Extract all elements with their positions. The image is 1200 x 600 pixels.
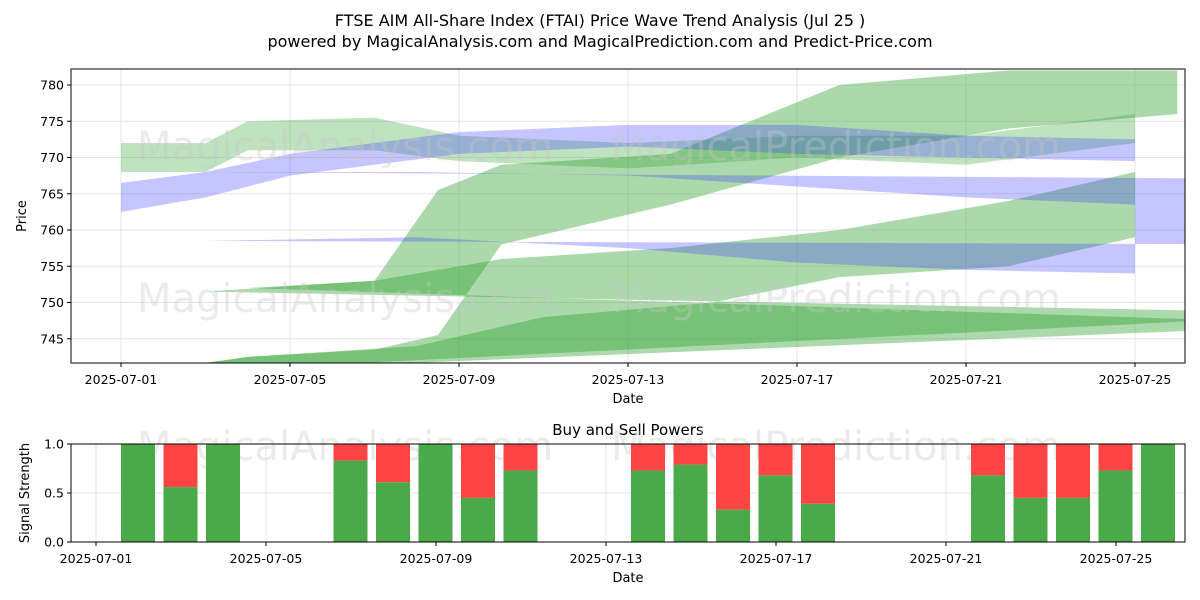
sell-power-bar xyxy=(758,444,793,476)
price-y-tick-label: 755 xyxy=(40,259,64,274)
price-x-tick-label: 2025-07-13 xyxy=(592,372,665,387)
buy-power-bar xyxy=(206,444,240,542)
price-band-blue-4 xyxy=(121,124,1135,212)
power-x-tick-label: 2025-07-05 xyxy=(230,551,303,566)
sell-power-bar xyxy=(1013,444,1048,498)
buy-power-bar xyxy=(503,470,538,542)
power-chart-title: Buy and Sell Powers xyxy=(552,421,704,439)
buy-power-bar xyxy=(801,503,835,542)
power-ticks: 2025-07-01 2025-07-05 2025-07-09 2025-07-13… xyxy=(44,437,1152,567)
price-grid xyxy=(71,69,1185,363)
buy-power-bar xyxy=(418,444,453,542)
buy-power-bar xyxy=(673,464,708,542)
power-y-tick-label: 0.0 xyxy=(44,535,64,550)
price-bands xyxy=(121,70,1185,363)
buy-power-bar xyxy=(1098,470,1133,542)
price-band-green-1 xyxy=(205,70,1185,363)
watermark-analysis-top-2: MagicalAnalysis.com xyxy=(137,276,553,322)
watermark-prediction-top-1: MagicalPrediction.com xyxy=(611,124,1061,170)
watermark-analysis-top-1: MagicalAnalysis.com xyxy=(137,124,553,170)
sell-power-bar xyxy=(461,444,495,498)
power-x-tick-label: 2025-07-13 xyxy=(570,551,643,566)
sell-power-bar xyxy=(1056,444,1090,498)
buy-power-bar xyxy=(333,460,368,542)
sell-power-bar xyxy=(376,444,410,483)
buy-power-bar xyxy=(1056,497,1090,542)
chart-title-line1: FTSE AIM All-Share Index (FTAI) Price Wa… xyxy=(335,11,866,30)
price-x-tick-label: 2025-07-01 xyxy=(85,372,158,387)
buy-power-bar xyxy=(1141,444,1175,542)
price-band-blue-3 xyxy=(205,172,1185,274)
sell-power-bar xyxy=(163,444,198,488)
power-y-tick-label: 1.0 xyxy=(44,437,64,452)
power-bars xyxy=(121,444,1175,542)
power-y-tick-label: 0.5 xyxy=(44,486,64,501)
power-panel: Buy and Sell Powers MagicalAnalysis.com … xyxy=(18,421,1186,586)
price-panel: MagicalAnalysis.com MagicalPrediction.co… xyxy=(15,68,1186,407)
power-x-tick-label: 2025-07-01 xyxy=(60,551,133,566)
price-x-tick-label: 2025-07-21 xyxy=(930,372,1003,387)
price-x-axis-label: Date xyxy=(612,392,643,407)
price-y-tick-label: 770 xyxy=(40,150,64,165)
power-x-tick-label: 2025-07-25 xyxy=(1080,551,1153,566)
power-x-tick-label: 2025-07-17 xyxy=(740,551,813,566)
sell-power-bar xyxy=(631,444,665,471)
sell-power-bar xyxy=(673,444,708,465)
sell-power-bar xyxy=(333,444,368,461)
price-ticks: 2025-07-01 2025-07-05 2025-07-09 2025-07-13… xyxy=(40,78,1171,388)
power-x-axis-label: Date xyxy=(612,571,643,586)
buy-power-bar xyxy=(716,509,750,542)
buy-power-bar xyxy=(121,444,155,542)
price-y-tick-label: 760 xyxy=(40,223,64,238)
power-y-axis-label: Signal Strength xyxy=(18,443,33,543)
price-band-green-2 xyxy=(121,114,1135,172)
price-y-tick-label: 765 xyxy=(40,186,64,201)
price-y-tick-label: 745 xyxy=(40,331,64,346)
buy-power-bar xyxy=(376,482,410,542)
buy-power-bar xyxy=(631,470,665,542)
price-y-tick-label: 780 xyxy=(40,78,64,93)
sell-power-bar xyxy=(1098,444,1133,471)
buy-power-bar xyxy=(758,475,793,542)
sell-power-bar xyxy=(971,444,1005,476)
power-x-tick-label: 2025-07-09 xyxy=(400,551,473,566)
price-x-tick-label: 2025-07-05 xyxy=(254,372,327,387)
price-y-tick-label: 750 xyxy=(40,295,64,310)
chart-title-line2: powered by MagicalAnalysis.com and Magic… xyxy=(267,32,932,51)
buy-power-bar xyxy=(1013,497,1048,542)
price-x-tick-label: 2025-07-25 xyxy=(1099,372,1172,387)
buy-power-bar xyxy=(461,497,495,542)
watermark-prediction-top-2: MagicalPrediction.com xyxy=(611,276,1061,322)
buy-power-bar xyxy=(971,475,1005,542)
price-x-tick-label: 2025-07-17 xyxy=(761,372,834,387)
sell-power-bar xyxy=(503,444,538,471)
sell-power-bar xyxy=(716,444,750,510)
price-y-axis-label: Price xyxy=(15,200,30,232)
power-x-tick-label: 2025-07-21 xyxy=(910,551,983,566)
price-x-tick-label: 2025-07-09 xyxy=(423,372,496,387)
price-band-green-0 xyxy=(205,172,1185,363)
sell-power-bar xyxy=(801,444,835,504)
buy-power-bar xyxy=(163,487,198,542)
price-y-tick-label: 775 xyxy=(40,114,64,129)
